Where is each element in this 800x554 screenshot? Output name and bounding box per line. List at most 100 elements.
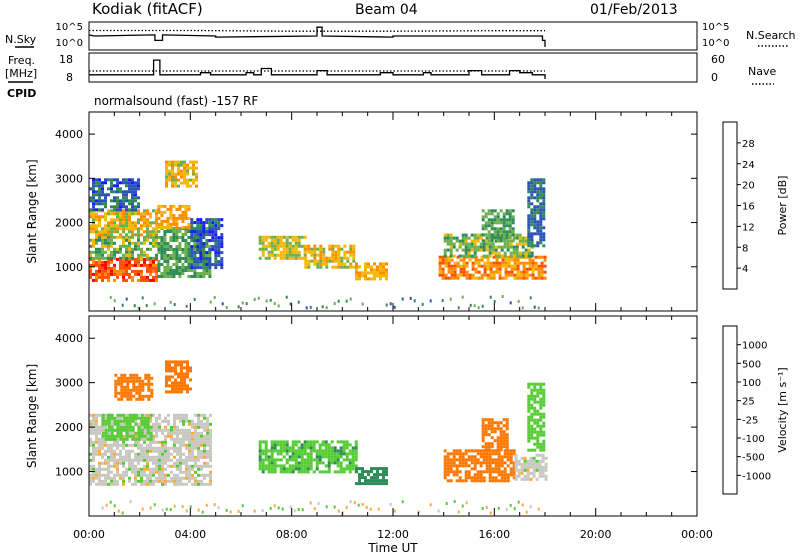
data-cell <box>205 260 209 264</box>
data-cell <box>536 421 540 425</box>
data-cell <box>120 379 124 383</box>
data-cell <box>137 431 141 435</box>
data-cell <box>189 166 192 170</box>
data-cell <box>490 418 494 422</box>
data-cell <box>146 275 149 279</box>
data-cell <box>515 242 519 246</box>
data-cell <box>95 181 98 185</box>
data-cell <box>168 360 171 364</box>
data-cell <box>382 467 385 471</box>
data-cell <box>125 208 128 212</box>
data-cell <box>464 452 468 456</box>
data-cell <box>264 458 268 462</box>
data-cell <box>539 391 543 395</box>
data-cell <box>354 452 358 456</box>
data-cell <box>500 254 504 258</box>
data-cell <box>119 416 122 420</box>
data-cell <box>273 253 277 257</box>
data-cell <box>89 227 92 231</box>
data-cell <box>264 440 268 444</box>
data-cell <box>542 424 546 428</box>
data-cell <box>101 275 104 279</box>
data-cell <box>164 479 167 483</box>
data-cell <box>483 264 487 268</box>
data-cell <box>122 440 125 444</box>
data-cell <box>209 434 212 438</box>
data-cell <box>107 416 111 420</box>
data-cell <box>113 272 116 276</box>
data-cell <box>502 221 506 225</box>
data-cell <box>527 415 531 419</box>
data-cell <box>197 446 200 450</box>
data-cell <box>182 431 185 435</box>
data-cell <box>455 236 459 240</box>
data-cell <box>502 439 506 443</box>
data-cell <box>110 253 113 257</box>
data-cell <box>199 257 203 261</box>
data-cell <box>325 265 329 269</box>
data-cell <box>199 266 203 270</box>
data-cell <box>197 440 200 444</box>
data-cell <box>131 247 134 251</box>
data-cell <box>539 205 543 209</box>
data-cell <box>511 209 515 213</box>
data-cell <box>203 413 206 417</box>
data-cell <box>125 196 128 200</box>
data-cell <box>304 262 308 266</box>
data-cell <box>152 233 155 237</box>
data-cell <box>125 266 128 270</box>
data-cell <box>300 256 304 260</box>
data-cell <box>331 253 335 257</box>
data-cell <box>182 443 185 447</box>
data-cell <box>267 250 271 254</box>
data-cell <box>524 242 528 246</box>
data-cell <box>458 458 462 462</box>
data-cell <box>116 247 119 251</box>
data-cell <box>160 219 164 223</box>
data-cell <box>107 272 110 276</box>
data-cell <box>258 458 262 462</box>
data-cell <box>458 239 462 243</box>
data-cell <box>530 211 534 215</box>
data-cell <box>443 239 447 243</box>
data-cell <box>196 224 200 228</box>
data-cell <box>282 446 286 450</box>
data-cell <box>98 260 101 264</box>
data-cell <box>276 449 280 453</box>
data-cell <box>149 266 152 270</box>
data-cell <box>288 247 292 251</box>
data-cell <box>205 221 209 225</box>
data-cell <box>429 503 432 507</box>
data-cell <box>285 238 289 242</box>
data-cell <box>116 224 119 228</box>
data-cell <box>534 261 538 265</box>
data-cell <box>122 199 125 203</box>
data-cell <box>191 443 194 447</box>
data-cell <box>489 295 492 299</box>
data-cell <box>205 230 209 234</box>
data-cell <box>481 507 484 510</box>
data-cell <box>530 220 534 224</box>
data-cell <box>104 178 107 182</box>
data-cell <box>289 505 292 509</box>
data-cell <box>150 382 154 386</box>
data-cell <box>542 388 546 392</box>
data-cell <box>186 363 189 367</box>
data-cell <box>110 184 113 188</box>
data-cell <box>220 266 224 270</box>
data-cell <box>137 443 140 447</box>
data-cell <box>89 266 92 270</box>
data-cell <box>189 505 192 509</box>
data-cell <box>152 422 155 426</box>
data-cell <box>143 253 146 257</box>
data-cell <box>291 458 295 462</box>
data-cell <box>152 275 155 279</box>
data-cell <box>209 449 212 453</box>
data-cell <box>101 452 104 456</box>
data-cell <box>149 235 152 239</box>
data-cell <box>98 479 101 483</box>
data-cell <box>345 458 349 462</box>
data-cell <box>512 251 516 255</box>
x-axis-label: Time UT <box>367 541 418 554</box>
data-cell <box>128 187 131 191</box>
